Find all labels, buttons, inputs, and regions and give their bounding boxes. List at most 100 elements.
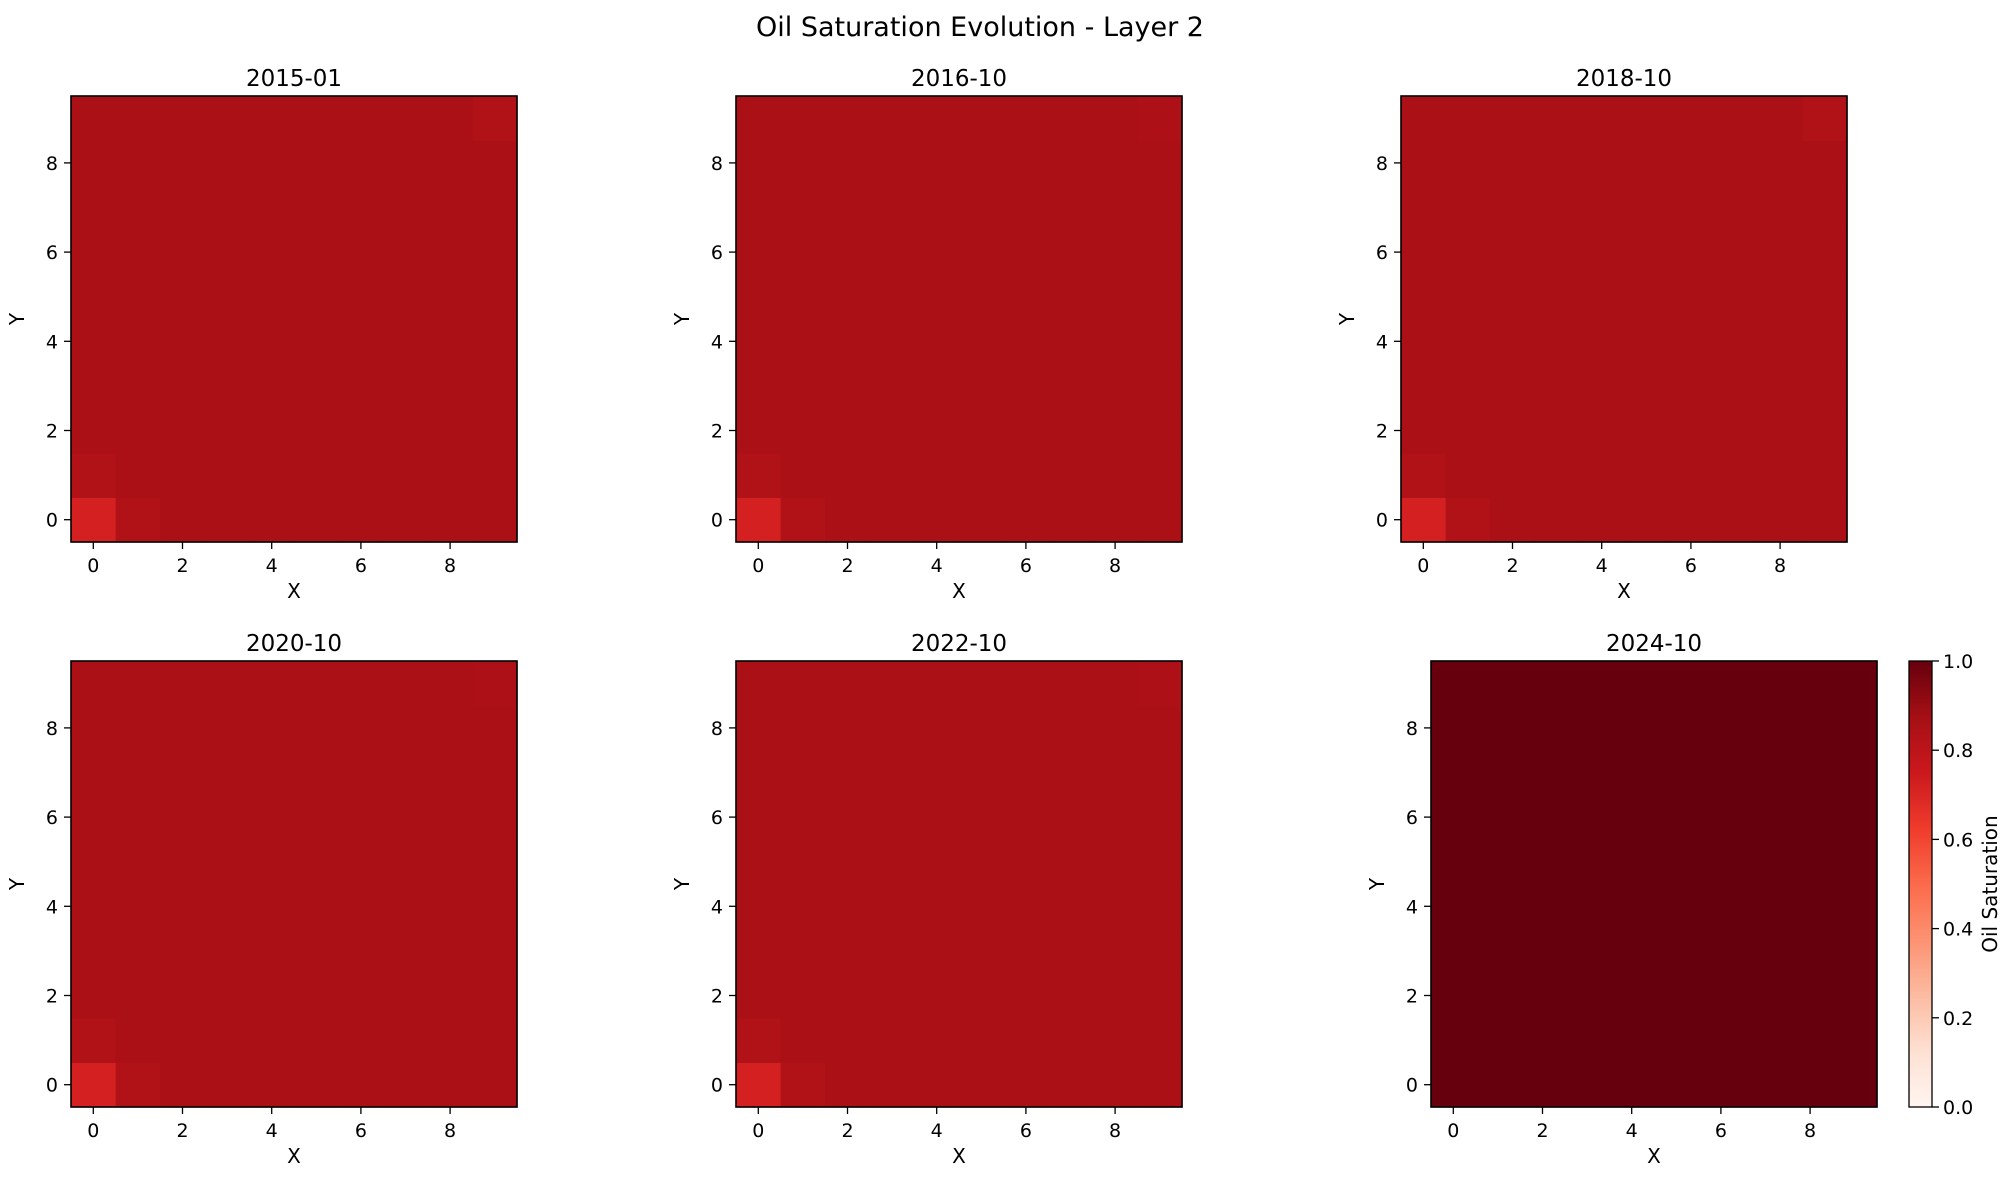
heatmap-cell [959, 363, 1005, 409]
heatmap-cell [1475, 1062, 1521, 1108]
heatmap-cell [294, 497, 340, 543]
heatmap-cell [1520, 661, 1566, 707]
x-axis-label: X [952, 1144, 966, 1168]
heatmap-cell [1832, 705, 1878, 751]
heatmap-cell [1757, 185, 1803, 231]
heatmap-cell [1609, 973, 1655, 1019]
heatmap-cell [383, 363, 429, 409]
heatmap-cell [780, 839, 826, 885]
heatmap-cell [736, 185, 782, 231]
heatmap-cells [71, 96, 518, 543]
figure-title: Oil Saturation Evolution - Layer 2 [756, 12, 1204, 43]
heatmap-cell [1787, 794, 1833, 840]
heatmap-cell [1743, 750, 1789, 796]
heatmap-cell [914, 452, 960, 498]
heatmap-cell [249, 363, 295, 409]
heatmap-cell [1654, 884, 1700, 930]
heatmap-cell [472, 1017, 518, 1063]
y-tick-label: 8 [1406, 718, 1418, 740]
heatmap-cell [427, 497, 473, 543]
heatmap-cell [1490, 319, 1536, 365]
heatmap-cell [1490, 452, 1536, 498]
heatmap-cell [914, 973, 960, 1019]
heatmap-cell [1757, 319, 1803, 365]
x-tick-label: 8 [1109, 555, 1121, 577]
heatmap-cell [338, 363, 384, 409]
x-tick-label: 8 [444, 1120, 456, 1142]
x-tick-label: 2 [1506, 555, 1518, 577]
heatmap-cell [959, 408, 1005, 454]
heatmap-cell [780, 96, 826, 142]
axes-frame [735, 660, 1183, 1108]
heatmap-cell [825, 1062, 871, 1108]
x-tick-label: 8 [1804, 1120, 1816, 1142]
heatmap-cell [825, 229, 871, 275]
heatmap-cell [1787, 928, 1833, 974]
heatmap-cell [780, 750, 826, 796]
heatmap-cell [294, 1017, 340, 1063]
heatmap-cell [472, 661, 518, 707]
heatmap-cell [1520, 794, 1566, 840]
heatmap-cell [71, 452, 117, 498]
y-tick-label: 4 [711, 896, 723, 918]
y-tick-label: 4 [1376, 331, 1388, 353]
x-tick-label: 4 [266, 555, 278, 577]
y-tick-label: 4 [1406, 896, 1418, 918]
y-tick-label: 0 [1376, 510, 1388, 532]
heatmap-cell [383, 705, 429, 751]
heatmap-cell [249, 928, 295, 974]
heatmap-cell [1654, 661, 1700, 707]
heatmap-cell [959, 229, 1005, 275]
heatmap-cell [427, 750, 473, 796]
heatmap-cell [383, 1062, 429, 1108]
x-axis-label: X [1647, 1144, 1661, 1168]
heatmap-cell [959, 96, 1005, 142]
heatmap-cell [204, 973, 250, 1019]
heatmap-cell [1534, 274, 1580, 320]
heatmap-cell [1401, 96, 1447, 142]
heatmap-cell [1092, 705, 1138, 751]
heatmap-cell [249, 1062, 295, 1108]
heatmap-cell [1698, 973, 1744, 1019]
heatmap-cell [1003, 497, 1049, 543]
heatmap-cell [472, 408, 518, 454]
heatmap-cell [914, 794, 960, 840]
heatmap-cell [1003, 185, 1049, 231]
heatmap-cell [1048, 319, 1094, 365]
heatmap-cell [1579, 96, 1625, 142]
heatmap-cell [160, 794, 206, 840]
y-tick-label: 6 [46, 807, 58, 829]
heatmap-cell [825, 363, 871, 409]
heatmap-cell [115, 973, 161, 1019]
heatmap-cell [1698, 1017, 1744, 1063]
heatmap-cell [1445, 319, 1491, 365]
heatmap-cell [780, 1017, 826, 1063]
heatmap-cell [1092, 319, 1138, 365]
heatmap-cell [959, 928, 1005, 974]
heatmap-cells [1401, 96, 1848, 543]
heatmap-cell [1787, 839, 1833, 885]
heatmap-cell [383, 229, 429, 275]
heatmap-cell [825, 794, 871, 840]
heatmap-cell [71, 363, 117, 409]
heatmap-cell [1802, 408, 1848, 454]
heatmap-cell [115, 408, 161, 454]
subplot-2: 0 2 4 6 8 0 2 4 6 8 2016-10 X Y [670, 66, 1183, 603]
heatmap-cell [1048, 928, 1094, 974]
heatmap-cell [869, 928, 915, 974]
heatmap-cell [869, 96, 915, 142]
heatmap-cell [160, 497, 206, 543]
heatmap-cell [249, 839, 295, 885]
x-tick-label: 4 [266, 1120, 278, 1142]
heatmap-cell [869, 319, 915, 365]
heatmap-cell [914, 1062, 960, 1108]
heatmap-cell [825, 319, 871, 365]
heatmap-cell [1564, 705, 1610, 751]
heatmap-cell [1092, 884, 1138, 930]
heatmap-cell [1624, 452, 1670, 498]
heatmap-cell [204, 705, 250, 751]
heatmap-cell [383, 661, 429, 707]
heatmap-cell [1003, 1062, 1049, 1108]
heatmap-cell [1092, 839, 1138, 885]
heatmap-cell [1003, 705, 1049, 751]
